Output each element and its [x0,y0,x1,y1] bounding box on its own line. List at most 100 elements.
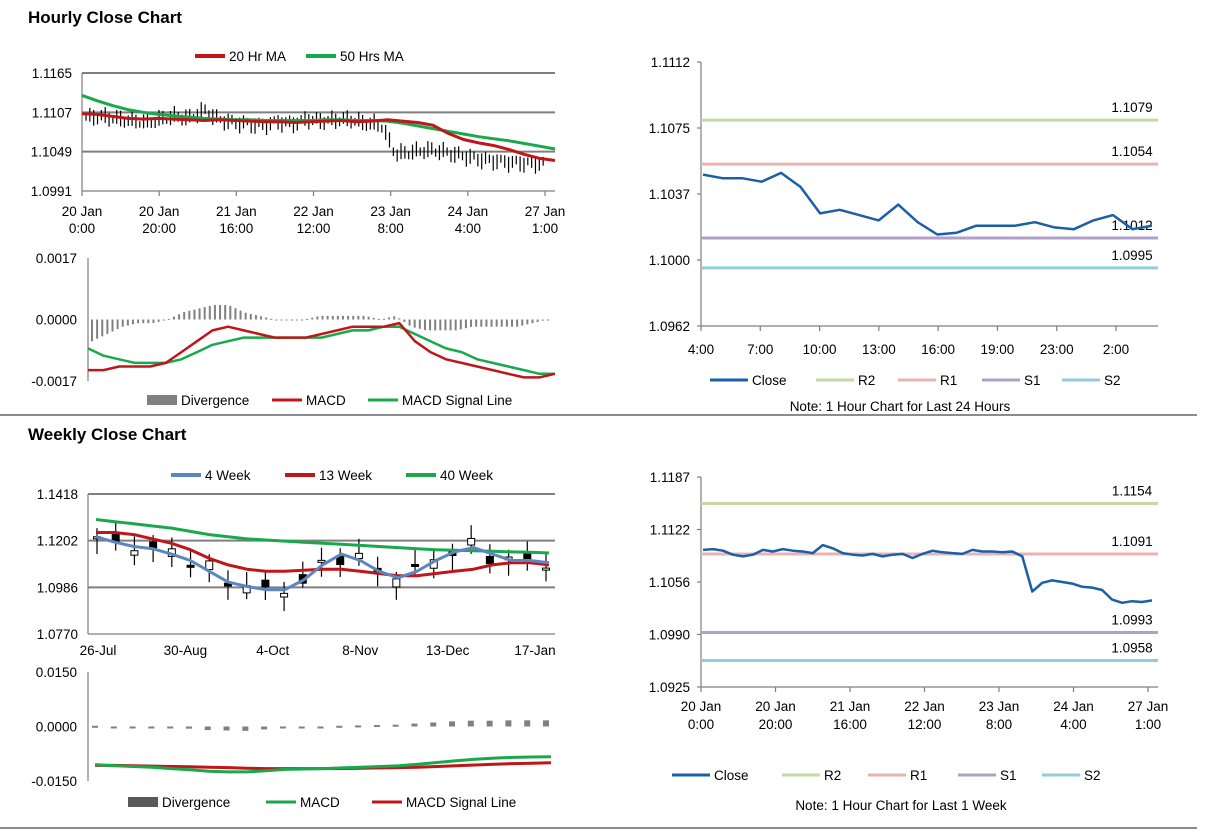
divergence-bar [239,310,242,320]
divergence-bar [188,310,191,320]
weekly-levels-note: Note: 1 Hour Chart for Last 1 Week [795,798,1007,813]
divergence-bar [336,315,339,320]
hourly-price-xtick-time: 20:00 [142,221,176,236]
hourly-price-ytick-label: 1.1165 [32,66,72,81]
weekly-levels-xtick-time: 20:00 [759,717,793,732]
hourly-levels-xtick-label: 19:00 [981,342,1015,357]
weekly-levels-xtick-date: 22 Jan [904,699,945,714]
legend-s2-label: S2 [1104,373,1121,388]
divergence-bar [439,319,442,331]
weekly-levels-ytick-label: 1.1122 [650,523,690,538]
candle-body [485,555,494,565]
divergence-bar [505,319,508,327]
legend-50hrs-ma-label: 50 Hrs MA [340,49,404,64]
divergence-bar [92,725,98,728]
hourly-levels-xtick-label: 2:00 [1103,342,1129,357]
divergence-bar [372,317,375,320]
legend-4-week-label: 4 Week [205,468,251,483]
divergence-bar [434,319,437,331]
weekly-price-xtick-label: 8-Nov [342,643,378,658]
divergence-bar [444,319,447,331]
hourly-price-xtick-date: 20 Jan [62,204,103,219]
divergence-bar [121,319,124,327]
divergence-bar [449,721,456,727]
candle-body [336,556,345,566]
divergence-bar [203,307,206,320]
candle-body [542,567,550,571]
hourly-price-xtick-date: 24 Jan [448,204,489,219]
divergence-bar [377,319,380,321]
divergence-bar [242,726,249,731]
divergence-bar [223,726,230,731]
divergence-bar [357,315,360,320]
divergence-bar [486,720,493,727]
divergence-bar [148,726,155,729]
legend-r1-label: R1 [940,373,957,388]
legend-40-week-label: 40 Week [440,468,493,483]
candle-body [467,537,476,546]
weekly-levels-xtick-date: 24 Jan [1053,699,1094,714]
divergence-bar [373,725,380,728]
weekly-levels-ytick-label: 1.0925 [649,680,690,695]
divergence-bar [131,319,134,325]
divergence-bar [167,726,174,729]
divergence-bar [423,319,426,331]
divergence-bar [279,726,286,729]
divergence-bar [311,317,314,320]
divergence-bar [290,319,293,321]
hourly-levels-xtick-label: 4:00 [688,342,714,357]
legend-s1-label: S1 [1000,768,1017,783]
divergence-bar [382,318,385,320]
divergence-bar [388,317,391,320]
hourly-price-ytick-label: 1.1049 [31,145,72,160]
weekly-levels-xtick-time: 0:00 [688,717,714,732]
divergence-bar [347,315,350,320]
divergence-bar [178,314,181,320]
divergence-bar [467,720,474,727]
divergence-bar [429,319,432,331]
divergence-bar [110,726,117,729]
level-label-r2: 1.1154 [1112,483,1153,498]
weekly-price-xtick-label: 30-Aug [164,643,208,658]
legend-20hr-ma-label: 20 Hr MA [229,49,286,64]
divergence-bar [260,316,263,320]
divergence-bar [298,726,305,729]
divergence-bar [536,319,539,322]
divergence-bar [531,319,534,324]
divergence-bar [129,726,136,729]
divergence-bar [543,720,549,727]
divergence-bar [295,319,298,321]
weekly-price-ytick-label: 1.0986 [37,580,78,595]
hourly-price-xtick-time: 8:00 [378,221,404,236]
hourly-price-xtick-time: 4:00 [455,221,481,236]
weekly-levels-xtick-date: 27 Jan [1128,699,1169,714]
divergence-bar [152,319,155,323]
divergence-bar [234,308,237,320]
weekly-macd-ytick-label: 0.0000 [36,720,77,735]
hourly-levels-ytick-label: 1.1112 [651,55,690,70]
divergence-bar [270,318,273,320]
divergence-bar [524,720,531,727]
divergence-bar [275,319,278,321]
divergence-bar [301,319,304,321]
weekly-price-xtick-label: 13-Dec [426,643,470,658]
hourly-levels-xtick-label: 10:00 [803,342,837,357]
legend-r1-label: R1 [910,768,927,783]
divergence-bar [204,726,211,731]
close-line [702,543,1153,605]
divergence-bar [193,309,196,320]
legend-13-week-label: 13 Week [319,468,372,483]
hourly-price-xtick-date: 21 Jan [216,204,257,219]
level-label-r1: 1.1091 [1111,534,1152,549]
divergence-bar [485,319,488,327]
legend-divergence-label: Divergence [162,795,230,810]
divergence-bar [142,319,145,324]
hourly-price-xtick-date: 27 Jan [525,204,566,219]
section-divider [0,414,1197,416]
hourly-levels-ytick-label: 1.1075 [649,121,690,136]
divergence-bar [111,319,114,332]
legend-s2-label: S2 [1084,768,1101,783]
